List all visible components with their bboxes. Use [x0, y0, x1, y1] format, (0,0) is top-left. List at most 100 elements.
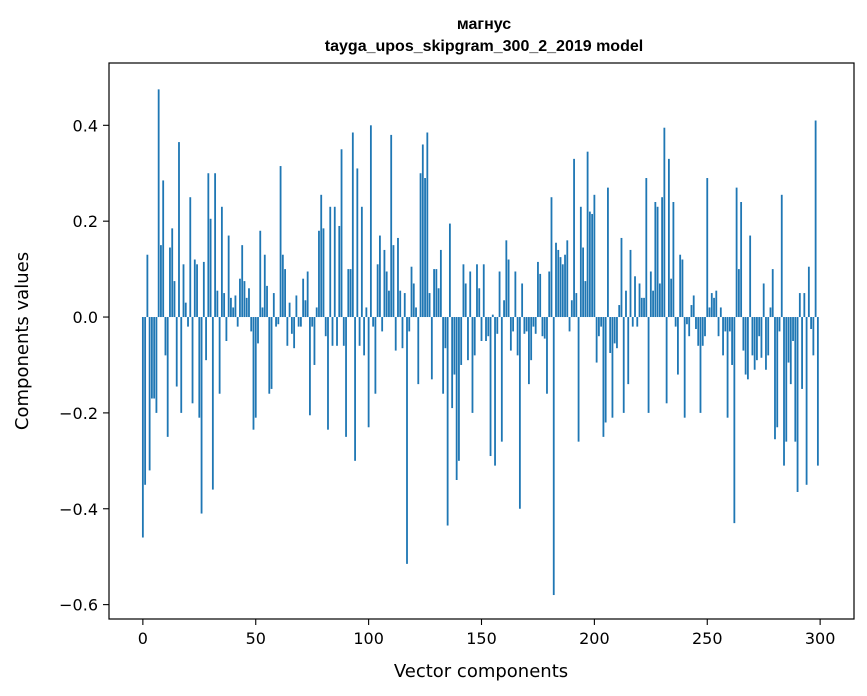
bar-72	[304, 300, 307, 318]
bar-120	[412, 283, 415, 318]
bar-278	[769, 307, 772, 318]
bar-256	[719, 307, 722, 318]
bar-259	[726, 317, 729, 418]
bar-113	[397, 237, 399, 318]
bar-175	[537, 261, 539, 318]
bar-228	[656, 206, 659, 318]
chart-title: магнус	[457, 16, 511, 33]
bar-182	[552, 317, 555, 596]
bar-164	[512, 317, 515, 332]
bar-197	[586, 151, 589, 318]
bar-294	[805, 317, 808, 485]
bar-247	[699, 317, 702, 413]
bar-131	[437, 288, 440, 318]
bar-39	[230, 297, 232, 318]
bar-263	[735, 187, 738, 318]
y-tick-label: 0.2	[73, 212, 98, 231]
bar-141	[460, 317, 463, 365]
bar-30	[209, 218, 212, 318]
bar-171	[528, 317, 530, 385]
bar-86	[336, 317, 338, 346]
bar-121	[415, 307, 417, 318]
bar-275	[762, 283, 765, 318]
bar-144	[467, 317, 469, 361]
bar-220	[638, 283, 641, 318]
bar-146	[471, 317, 474, 413]
bar-44	[241, 245, 244, 318]
bar-206	[607, 187, 609, 318]
bar-139	[455, 317, 458, 480]
bar-43	[239, 278, 241, 318]
bar-211	[618, 305, 621, 318]
bar-229	[658, 283, 661, 318]
bar-35	[220, 206, 223, 318]
bar-105	[379, 235, 381, 318]
bar-168	[521, 283, 524, 318]
bar-46	[245, 297, 248, 318]
bar-148	[476, 264, 478, 318]
bar-129	[433, 269, 435, 318]
bar-195	[582, 247, 584, 318]
bar-3	[148, 317, 151, 471]
bar-243	[690, 305, 693, 318]
bar-102	[372, 317, 375, 327]
bar-196	[584, 281, 587, 318]
bar-257	[722, 317, 724, 356]
bar-214	[625, 290, 627, 318]
bar-233	[667, 158, 670, 318]
bar-80	[322, 228, 325, 318]
bar-66	[290, 317, 293, 334]
bar-194	[579, 206, 582, 318]
bar-155	[491, 314, 494, 318]
bar-151	[482, 264, 485, 318]
bar-32	[214, 173, 217, 318]
bar-125	[424, 178, 426, 318]
y-axis-label: Components values	[12, 252, 33, 430]
bar-226	[652, 290, 654, 318]
bar-193	[577, 317, 580, 442]
bar-14	[173, 281, 176, 318]
bar-45	[243, 281, 246, 318]
bar-11	[166, 317, 169, 437]
bar-54	[263, 254, 266, 318]
bar-180	[548, 271, 551, 318]
bar-255	[717, 317, 720, 337]
bar-248	[701, 317, 704, 346]
bar-207	[609, 317, 612, 353]
bar-158	[498, 271, 501, 318]
bar-200	[593, 194, 596, 318]
bar-69	[297, 317, 300, 327]
bar-56	[268, 317, 271, 394]
bar-299	[816, 317, 819, 466]
bar-104	[376, 264, 379, 318]
bar-127	[428, 293, 431, 318]
bar-172	[530, 317, 533, 361]
bar-76	[313, 317, 316, 365]
bar-123	[419, 173, 422, 318]
bar-156	[494, 317, 496, 466]
y-tick-label: 0.4	[73, 116, 98, 135]
bar-288	[792, 317, 794, 341]
bar-81	[324, 317, 327, 337]
bar-185	[559, 257, 562, 318]
bar-157	[496, 317, 499, 334]
bar-298	[814, 120, 817, 318]
bar-215	[627, 317, 630, 385]
bar-22	[191, 317, 194, 404]
y-tick-label: −0.2	[59, 404, 98, 423]
bar-47	[248, 288, 250, 318]
bar-184	[557, 249, 560, 318]
bar-250	[706, 178, 709, 318]
bar-289	[794, 317, 797, 442]
bar-89	[342, 317, 345, 346]
bar-50	[254, 317, 257, 418]
bar-49	[252, 317, 255, 430]
bar-213	[622, 317, 625, 413]
bar-48	[250, 317, 253, 332]
bar-126	[426, 132, 429, 318]
bar-170	[525, 317, 528, 332]
bar-92	[349, 269, 352, 318]
bar-62	[281, 254, 284, 318]
bar-246	[697, 317, 700, 346]
bar-38	[227, 235, 230, 318]
